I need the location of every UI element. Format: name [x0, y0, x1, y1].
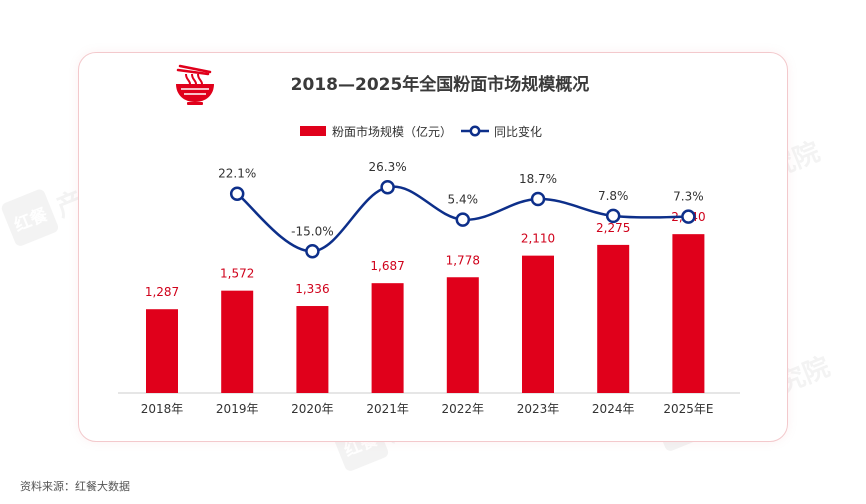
line-value-label: 7.3%	[673, 190, 704, 204]
legend: 粉面市场规模（亿元） 同比变化	[300, 122, 550, 140]
bar	[446, 277, 479, 393]
x-tick-label: 2021年	[366, 402, 409, 416]
bar	[672, 234, 705, 393]
x-tick-label: 2023年	[517, 402, 560, 416]
bar-value-label: 1,287	[145, 285, 179, 299]
bar	[597, 244, 630, 393]
bar	[296, 306, 329, 393]
bar	[522, 255, 554, 393]
chart-title: 2018—2025年全国粉面市场规模概况	[290, 75, 590, 95]
legend-label-line: 同比变化	[494, 124, 543, 139]
x-tick-label: 2022年	[442, 402, 485, 416]
x-tick-label: 2024年	[592, 402, 635, 416]
legend-item-bar: 粉面市场规模（亿元）	[300, 123, 452, 140]
line-point	[605, 208, 621, 224]
line-point	[530, 191, 546, 207]
line-value-label: 26.3%	[369, 160, 407, 174]
line-point	[681, 209, 696, 224]
x-tick-label: 2020年	[291, 402, 334, 416]
bar-value-label: 2,275	[596, 221, 630, 235]
bar-value-label: 1,778	[446, 253, 480, 267]
line-value-label: 7.8%	[598, 189, 629, 203]
line-value-label: 22.1%	[218, 167, 256, 181]
line-point	[455, 212, 471, 227]
legend-swatch-bar	[300, 126, 326, 136]
bar-value-label: 1,572	[220, 267, 254, 281]
line-point	[305, 244, 320, 259]
legend-swatch-line	[461, 125, 490, 137]
line-value-label: -15.0%	[291, 224, 333, 238]
line-value-label: 5.4%	[448, 193, 479, 207]
line-point	[229, 186, 245, 201]
bar-value-label: 1,687	[370, 259, 404, 273]
source-note: 资料来源：红餐大数据	[20, 480, 130, 493]
line-value-label: 18.7%	[519, 172, 557, 186]
bar-value-label: 2,110	[521, 232, 555, 246]
legend-item-line: 同比变化	[460, 123, 542, 140]
chart-card	[78, 52, 788, 442]
bar-value-label: 1,336	[295, 282, 329, 296]
line-point	[380, 179, 395, 195]
x-tick-label: 2018年	[141, 402, 184, 416]
x-tick-label: 2019年	[216, 402, 259, 416]
x-tick-label: 2025年E	[663, 402, 713, 416]
noodle-bowl-icon	[176, 64, 214, 105]
bar	[371, 283, 404, 393]
legend-label-bar: 粉面市场规模（亿元）	[332, 124, 453, 139]
bar	[146, 309, 178, 393]
bar	[221, 290, 254, 393]
